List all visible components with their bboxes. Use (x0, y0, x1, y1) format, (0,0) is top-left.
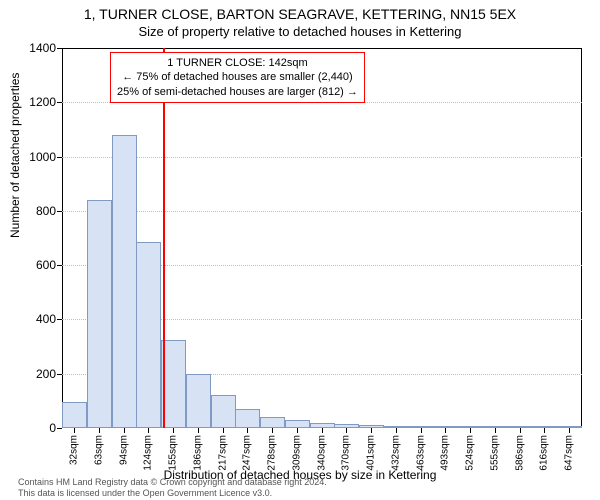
ytick-label: 800 (36, 204, 56, 218)
histogram-bar (186, 374, 211, 428)
xtick-label: 493sqm (440, 435, 451, 471)
reference-line (163, 48, 165, 428)
ytick-label: 1200 (29, 95, 56, 109)
ytick-mark (57, 157, 62, 158)
xtick-mark (297, 428, 298, 433)
xtick-mark (495, 428, 496, 433)
chart-title-sub: Size of property relative to detached ho… (0, 24, 600, 39)
xtick-mark (520, 428, 521, 433)
ytick-label: 600 (36, 258, 56, 272)
footnote-line1: Contains HM Land Registry data © Crown c… (18, 477, 327, 487)
ytick-mark (57, 48, 62, 49)
annotation-line: ← 75% of detached houses are smaller (2,… (117, 70, 358, 84)
xtick-label: 432sqm (391, 435, 402, 471)
xtick-mark (421, 428, 422, 433)
xtick-label: 401sqm (366, 435, 377, 471)
histogram-bar (211, 395, 236, 428)
xtick-mark (346, 428, 347, 433)
y-axis-label: Number of detached properties (8, 73, 22, 238)
footnote-line2: This data is licensed under the Open Gov… (18, 488, 327, 498)
xtick-label: 32sqm (69, 435, 80, 465)
xtick-mark (371, 428, 372, 433)
ytick-mark (57, 374, 62, 375)
histogram-bar (112, 135, 137, 428)
xtick-label: 217sqm (218, 435, 229, 471)
xtick-mark (99, 428, 100, 433)
plot-area: 020040060080010001200140032sqm63sqm94sqm… (62, 48, 582, 428)
histogram-bar (285, 420, 310, 428)
xtick-mark (544, 428, 545, 433)
xtick-label: 309sqm (292, 435, 303, 471)
annotation-line: 25% of semi-detached houses are larger (… (117, 85, 358, 99)
ytick-label: 200 (36, 367, 56, 381)
annotation-box: 1 TURNER CLOSE: 142sqm← 75% of detached … (110, 52, 365, 103)
xtick-label: 463sqm (416, 435, 427, 471)
ytick-label: 0 (49, 421, 56, 435)
xtick-mark (272, 428, 273, 433)
annotation-line: 1 TURNER CLOSE: 142sqm (117, 56, 358, 70)
histogram-bar (87, 200, 112, 428)
xtick-label: 155sqm (168, 435, 179, 471)
xtick-mark (569, 428, 570, 433)
ytick-mark (57, 265, 62, 266)
xtick-mark (322, 428, 323, 433)
xtick-mark (198, 428, 199, 433)
chart-container: 1, TURNER CLOSE, BARTON SEAGRAVE, KETTER… (0, 0, 600, 500)
xtick-label: 94sqm (119, 435, 130, 465)
chart-title-main: 1, TURNER CLOSE, BARTON SEAGRAVE, KETTER… (0, 6, 600, 22)
xtick-label: 247sqm (242, 435, 253, 471)
xtick-label: 370sqm (341, 435, 352, 471)
ytick-label: 400 (36, 312, 56, 326)
xtick-mark (247, 428, 248, 433)
xtick-mark (74, 428, 75, 433)
histogram-bar (136, 242, 161, 428)
grid-line (62, 211, 582, 212)
xtick-label: 63sqm (94, 435, 105, 465)
xtick-mark (124, 428, 125, 433)
xtick-label: 647sqm (564, 435, 575, 471)
histogram-bar (235, 409, 260, 428)
xtick-label: 278sqm (267, 435, 278, 471)
xtick-label: 555sqm (490, 435, 501, 471)
xtick-mark (223, 428, 224, 433)
xtick-label: 340sqm (317, 435, 328, 471)
ytick-label: 1400 (29, 41, 56, 55)
xtick-mark (173, 428, 174, 433)
ytick-mark (57, 428, 62, 429)
xtick-label: 586sqm (515, 435, 526, 471)
xtick-mark (148, 428, 149, 433)
xtick-label: 124sqm (143, 435, 154, 471)
footnote: Contains HM Land Registry data © Crown c… (18, 477, 327, 498)
ytick-mark (57, 211, 62, 212)
histogram-bar (62, 402, 87, 428)
xtick-mark (470, 428, 471, 433)
histogram-bar (260, 417, 285, 428)
xtick-label: 524sqm (465, 435, 476, 471)
ytick-mark (57, 319, 62, 320)
ytick-mark (57, 102, 62, 103)
xtick-label: 186sqm (193, 435, 204, 471)
xtick-mark (445, 428, 446, 433)
xtick-mark (396, 428, 397, 433)
ytick-label: 1000 (29, 150, 56, 164)
grid-line (62, 157, 582, 158)
xtick-label: 616sqm (539, 435, 550, 471)
